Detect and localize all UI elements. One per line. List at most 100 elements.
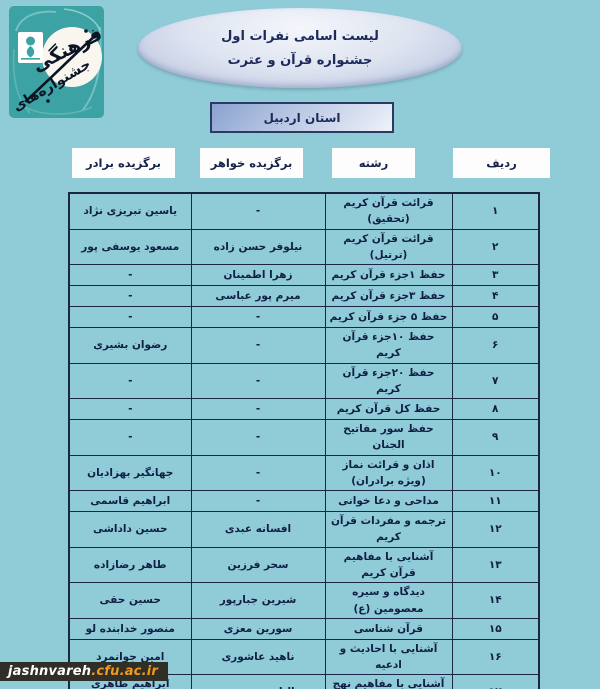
cell-field: دیدگاه و سیره معصومین (ع): [324, 582, 453, 619]
cell-no: ۵: [451, 306, 540, 329]
cell-no: ۷: [451, 362, 540, 400]
cell-no: ۱۱: [451, 490, 540, 513]
title-line-2: جشنواره قرآن و عترت: [227, 52, 373, 68]
festival-logo: فرهنگی جشنواره‌های: [8, 5, 106, 120]
province-label: استان اردبیل: [263, 110, 341, 125]
cell-field: حفظ کل قرآن کریم: [324, 398, 453, 421]
cell-brother: رضوان بشیری: [68, 327, 192, 364]
cell-field: قرائت قرآن کریم (ترتیل): [324, 228, 453, 266]
cell-field: مداحی و دعا خوانی: [324, 490, 453, 513]
cell-brother: -: [68, 306, 192, 329]
results-table-body: ۱ قرائت قرآن کریم (تحقیق) - یاسین تبریزی نژ…: [68, 192, 540, 689]
table-row: ۱۳ آشنایی با مفاهیم قرآن کریم سحر فرزین طاه…: [68, 546, 540, 584]
cell-sister: سورین معزی: [190, 617, 326, 640]
table-row: ۲ قرائت قرآن کریم (ترتیل) نیلوفر حسن زاده م…: [68, 228, 540, 266]
cell-sister: ناهید عاشوری: [190, 638, 326, 676]
cell-no: ۱: [451, 192, 540, 230]
cell-brother: -: [68, 419, 192, 456]
cell-sister: -: [190, 419, 326, 456]
table-row: ۱۰ اذان و قرائت نماز (ویژه برادران) - جهانگ…: [68, 454, 540, 492]
cell-field: حفظ سور مفاتیح الجنان: [324, 419, 453, 456]
cell-brother: طاهر رضازاده: [68, 546, 192, 584]
cell-no: ۹: [451, 419, 540, 456]
cell-field: قرائت قرآن کریم (تحقیق): [324, 192, 453, 230]
header-field: رشته: [332, 148, 415, 178]
cell-brother: یاسین تبریزی نژاد: [68, 192, 192, 230]
cell-sister: -: [190, 362, 326, 400]
cell-sister: الناز بدرپرچین: [190, 674, 326, 689]
table-row: ۶ حفظ ۱۰جزء قرآن کریم - رضوان بشیری: [68, 327, 540, 364]
cell-sister: -: [190, 454, 326, 492]
table-row: ۱۱ مداحی و دعا خوانی - ابراهیم قاسمی: [68, 490, 540, 513]
cell-sister: -: [190, 490, 326, 513]
header-row-number: ردیف: [453, 148, 550, 178]
cell-brother: حسین حقی: [68, 582, 192, 619]
cell-field: حفظ ۵ جزء قرآن کریم: [324, 306, 453, 329]
cell-no: ۶: [451, 327, 540, 364]
table-row: ۴ حفظ ۳جزء قرآن کریم میرم پور عباسی -: [68, 285, 540, 308]
cell-sister: -: [190, 306, 326, 329]
cell-brother: -: [68, 264, 192, 287]
table-row: ۱۶ آشنایی با احادیث و ادعیه ناهید عاشوری ام…: [68, 638, 540, 676]
cell-no: ۱۴: [451, 582, 540, 619]
table-row: ۳ حفظ ۱جزء قرآن کریم زهرا اطمینان -: [68, 264, 540, 287]
cell-brother: ابراهیم قاسمی: [68, 490, 192, 513]
table-row: ۷ حفظ ۲۰جزء قرآن کریم - -: [68, 362, 540, 400]
cell-no: ۱۳: [451, 546, 540, 584]
cell-no: ۱۷: [451, 674, 540, 689]
cell-no: ۱۶: [451, 638, 540, 676]
table-row: ۱ قرائت قرآن کریم (تحقیق) - یاسین تبریزی نژ…: [68, 192, 540, 230]
cell-field: حفظ ۳جزء قرآن کریم: [324, 285, 453, 308]
cell-field: حفظ ۲۰جزء قرآن کریم: [324, 362, 453, 400]
cell-sister: سحر فرزین: [190, 546, 326, 584]
header-brother: برگزیده برادر: [72, 148, 175, 178]
table-row: ۸ حفظ کل قرآن کریم - -: [68, 398, 540, 421]
cell-brother: مسعود یوسفی پور: [68, 228, 192, 266]
cell-sister: -: [190, 192, 326, 230]
cell-sister: -: [190, 327, 326, 364]
cell-field: آشنایی با مفاهیم نهج البلاغه: [324, 674, 453, 689]
cell-field: حفظ ۱جزء قرآن کریم: [324, 264, 453, 287]
cell-sister: -: [190, 398, 326, 421]
cell-brother: -: [68, 285, 192, 308]
table-row: ۱۲ ترجمه و مفردات قرآن کریم افسانه عبدی حسی…: [68, 511, 540, 548]
cell-brother: جهانگیر بهزادیان: [68, 454, 192, 492]
title-line-1: لیست اسامی نفرات اول: [221, 28, 379, 44]
header-sister: برگزیده خواهر: [200, 148, 303, 178]
cell-brother: حسین داداشی: [68, 511, 192, 548]
cell-brother: -: [68, 362, 192, 400]
cell-no: ۱۰: [451, 454, 540, 492]
url-suffix: .cfu.ac.ir: [91, 664, 158, 679]
table-row: ۱۵ قرآن شناسی سورین معزی منصور خدابنده لو: [68, 617, 540, 640]
cell-no: ۳: [451, 264, 540, 287]
festival-logo-graphic: فرهنگی جشنواره‌های: [9, 6, 106, 118]
table-row: ۵ حفظ ۵ جزء قرآن کریم - -: [68, 306, 540, 329]
title-oval: لیست اسامی نفرات اول جشنواره قرآن و عترت: [138, 8, 462, 88]
cell-sister: نیلوفر حسن زاده: [190, 228, 326, 266]
cell-field: آشنایی با مفاهیم قرآن کریم: [324, 546, 453, 584]
cell-field: ترجمه و مفردات قرآن کریم: [324, 511, 453, 548]
cell-field: اذان و قرائت نماز (ویژه برادران): [324, 454, 453, 492]
results-table-wrap: ۱ قرائت قرآن کریم (تحقیق) - یاسین تبریزی نژ…: [68, 192, 540, 689]
cell-field: قرآن شناسی: [324, 617, 453, 640]
table-row: ۹ حفظ سور مفاتیح الجنان - -: [68, 419, 540, 456]
cell-no: ۴: [451, 285, 540, 308]
cell-brother: منصور خدابنده لو: [68, 617, 192, 640]
table-row: ۱۴ دیدگاه و سیره معصومین (ع) شیرین جبارپور…: [68, 582, 540, 619]
results-table: ۱ قرائت قرآن کریم (تحقیق) - یاسین تبریزی نژ…: [68, 192, 540, 689]
cell-field: آشنایی با احادیث و ادعیه: [324, 638, 453, 676]
cell-brother: -: [68, 398, 192, 421]
cell-sister: شیرین جبارپور: [190, 582, 326, 619]
cell-sister: افسانه عبدی: [190, 511, 326, 548]
province-box: استان اردبیل: [210, 102, 394, 133]
cell-no: ۲: [451, 228, 540, 266]
cell-sister: زهرا اطمینان: [190, 264, 326, 287]
cell-no: ۱۵: [451, 617, 540, 640]
cell-no: ۸: [451, 398, 540, 421]
site-url-watermark: jashnvareh .cfu.ac.ir: [0, 662, 168, 681]
url-main: jashnvareh: [8, 664, 92, 679]
cell-sister: میرم پور عباسی: [190, 285, 326, 308]
cell-no: ۱۲: [451, 511, 540, 548]
cell-field: حفظ ۱۰جزء قرآن کریم: [324, 327, 453, 364]
